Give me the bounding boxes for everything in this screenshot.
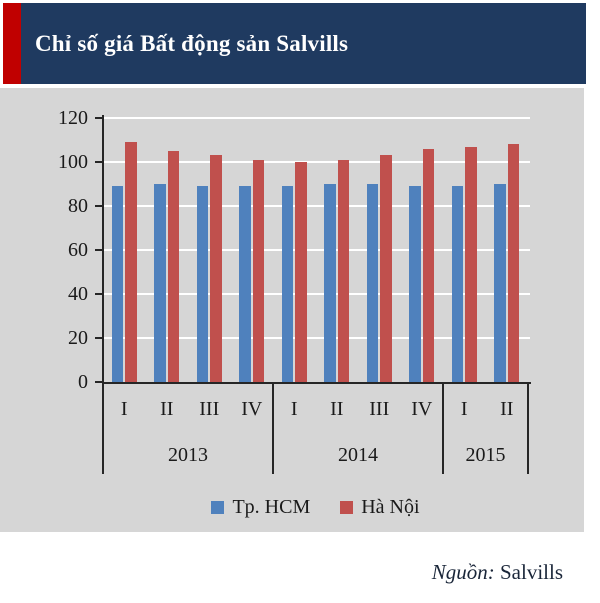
gridline [103,293,530,295]
x-tick-label: II [500,398,514,420]
y-tick-label: 20 [68,327,88,349]
y-tick-mark [95,117,103,119]
bar-hni [507,144,520,382]
year-label: 2014 [338,444,378,466]
y-tick-mark [95,293,103,295]
y-tick-mark [95,205,103,207]
year-divider [272,382,274,474]
y-axis-line [102,115,104,384]
bar-tphcm [324,184,336,382]
bar-tphcm [239,186,251,382]
source-label: Nguồn: [431,560,495,584]
bar-hni [252,159,265,382]
y-tick-mark [95,161,103,163]
gridline [103,205,530,207]
bar-tphcm [366,184,379,382]
x-tick-label: IV [241,398,263,420]
x-tick-label: II [330,398,344,420]
x-tick-label: II [160,398,174,420]
bar-hni [422,148,435,382]
bar-tphcm [154,184,166,382]
x-tick-label: I [120,398,128,420]
header-accent-stripe [3,3,21,84]
legend-swatch [340,500,354,514]
legend-label: Hà Nội [361,495,420,518]
legend-item: Hà Nội [340,495,420,519]
bar-hni [295,162,307,382]
x-tick-label: I [290,398,298,420]
legend-item: Tp. HCM [211,496,310,519]
x-tick-label: III [199,398,220,420]
y-tick-label: 100 [58,151,88,173]
bar-hni [210,155,222,382]
y-tick-label: 80 [68,195,88,217]
x-axis-line [102,382,531,384]
bar-tphcm [111,186,124,382]
gridline [103,337,530,339]
y-tick-mark [95,249,103,251]
legend-label: Tp. HCM [232,495,311,518]
x-tick-label: IV [411,398,433,420]
gridline [103,117,530,119]
x-tick-label: I [460,398,468,420]
legend-swatch [211,500,225,514]
header-bar: Chỉ số giá Bất động sản Salvills [3,3,586,84]
bar-tphcm [451,186,464,382]
gridline [103,249,530,251]
year-divider [102,382,104,474]
year-label: 2015 [465,444,506,466]
chart-legend: Tp. HCM Hà Nội [103,494,528,520]
source-line: Nguồn: Salvills [432,560,563,585]
source-value: Salvills [499,560,563,584]
year-label: 2013 [168,444,208,466]
chart-panel: 0 20 40 60 80 100 120 I II III IV I II III IV I II 2013 20… [0,88,584,532]
y-tick-label: 60 [68,239,88,261]
x-tick-label: III [369,398,390,420]
bar-hni [465,146,477,382]
bar-hni [167,151,180,382]
bar-tphcm [281,186,294,382]
y-tick-mark [95,337,103,339]
y-tick-mark [95,381,103,383]
gridline [103,161,530,163]
bar-hni [337,159,350,382]
bar-tphcm [494,184,506,382]
y-tick-label: 40 [68,283,88,305]
y-tick-label: 120 [58,107,88,129]
bar-hni [125,142,137,382]
year-divider [442,382,444,474]
page-title: Chỉ số giá Bất động sản Salvills [35,30,349,56]
year-divider [527,382,529,474]
y-tick-label: 0 [78,371,88,393]
bar-hni [380,155,392,382]
bar-tphcm [409,186,421,382]
bar-tphcm [196,186,209,382]
